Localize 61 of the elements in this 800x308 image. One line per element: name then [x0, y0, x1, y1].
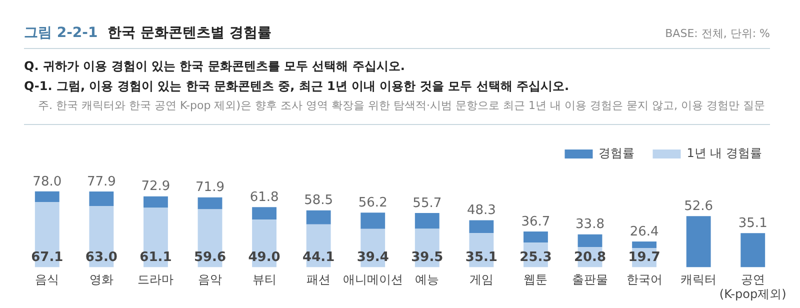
bar [686, 216, 711, 268]
text: 주. 한국 캐릭터와 한국 공연 K-pop 제외)은 향후 조사 영역 확장을 위한 탐색적·시범 문항으로 최근 1년 내 이용 경험은 묻지 않고, 이용 경험만 질문 [37, 98, 766, 114]
data-label: 20.8 [574, 250, 606, 266]
text: Q-1. 그럼, 이용 경험이 있는 한국 문화콘텐츠 중, 최근 1년 이내 이용한 것을 모두 선택해 주십시오. [24, 78, 570, 95]
x-tick-label: 웹툰 [524, 272, 548, 287]
chart-subtitle: BASE: 전체, 단위: % [665, 26, 770, 40]
data-label: 19.7 [628, 250, 660, 266]
data-label: 59.6 [194, 250, 226, 266]
bar [740, 233, 766, 268]
total-label: 56.2 [358, 195, 388, 210]
total-label: 35.1 [738, 216, 768, 231]
total-label: 71.9 [196, 180, 224, 196]
bar [360, 212, 386, 229]
x-tick-label: 영화 [89, 272, 114, 287]
bar [632, 242, 656, 248]
bar [144, 196, 168, 208]
data-label: 61.1 [140, 250, 172, 266]
total-label: 61.8 [250, 190, 279, 206]
bar [524, 232, 548, 243]
data-label: 39.4 [356, 250, 389, 266]
total-label: 52.6 [684, 198, 714, 214]
bar [34, 191, 60, 202]
data-label: 44.1 [302, 250, 335, 266]
x-tick-label: 음식 [35, 272, 60, 287]
total-label: 77.9 [86, 174, 116, 190]
x-tick-label: 캐릭터 [680, 272, 717, 287]
bar [469, 220, 494, 234]
bar [89, 191, 114, 206]
x-tick-label: 애니메이션 [342, 272, 403, 287]
chart-title: 그림 2-2-1 한국 문화콘텐츠별 경험률 [24, 25, 272, 41]
total-label: 36.7 [521, 214, 550, 230]
data-label: 35.1 [465, 250, 498, 266]
x-tick-label: 패션 [306, 272, 331, 287]
bar [306, 210, 331, 224]
x-tick-label: 한국어 [626, 272, 662, 287]
data-label: 25.3 [520, 250, 552, 266]
x-tick-label: 공연 (K-pop제외) [719, 272, 786, 301]
data-label: 63.0 [85, 250, 118, 266]
x-tick-label: 게임 [469, 272, 494, 287]
total-label: 48.3 [466, 203, 496, 218]
data-label: 49.0 [248, 250, 280, 266]
total-label: 58.5 [304, 193, 334, 208]
x-tick-label: 출판물 [572, 272, 608, 287]
total-label: 26.4 [630, 224, 659, 240]
bar [198, 197, 222, 210]
x-tick-label: 예능 [415, 272, 440, 287]
bar [414, 213, 440, 229]
bar [252, 207, 276, 220]
legend-label: 경험률 [598, 146, 635, 160]
x-tick-label: 뷰티 [252, 272, 276, 287]
text: Q. 귀하가 이용 경험이 있는 한국 문화콘텐츠를 모두 선택해 주십시오. [24, 58, 406, 75]
total-label: 33.8 [576, 217, 604, 232]
legend-label: 1년 내 경험률 [686, 146, 762, 160]
x-tick-label: 드라마 [138, 272, 174, 287]
total-label: 72.9 [141, 179, 170, 194]
total-label: 55.7 [412, 196, 442, 211]
data-label: 67.1 [31, 250, 64, 266]
data-label: 39.5 [411, 250, 444, 266]
x-tick-label: 음악 [198, 272, 222, 287]
bar [578, 234, 602, 247]
total-label: 78.0 [32, 174, 62, 190]
